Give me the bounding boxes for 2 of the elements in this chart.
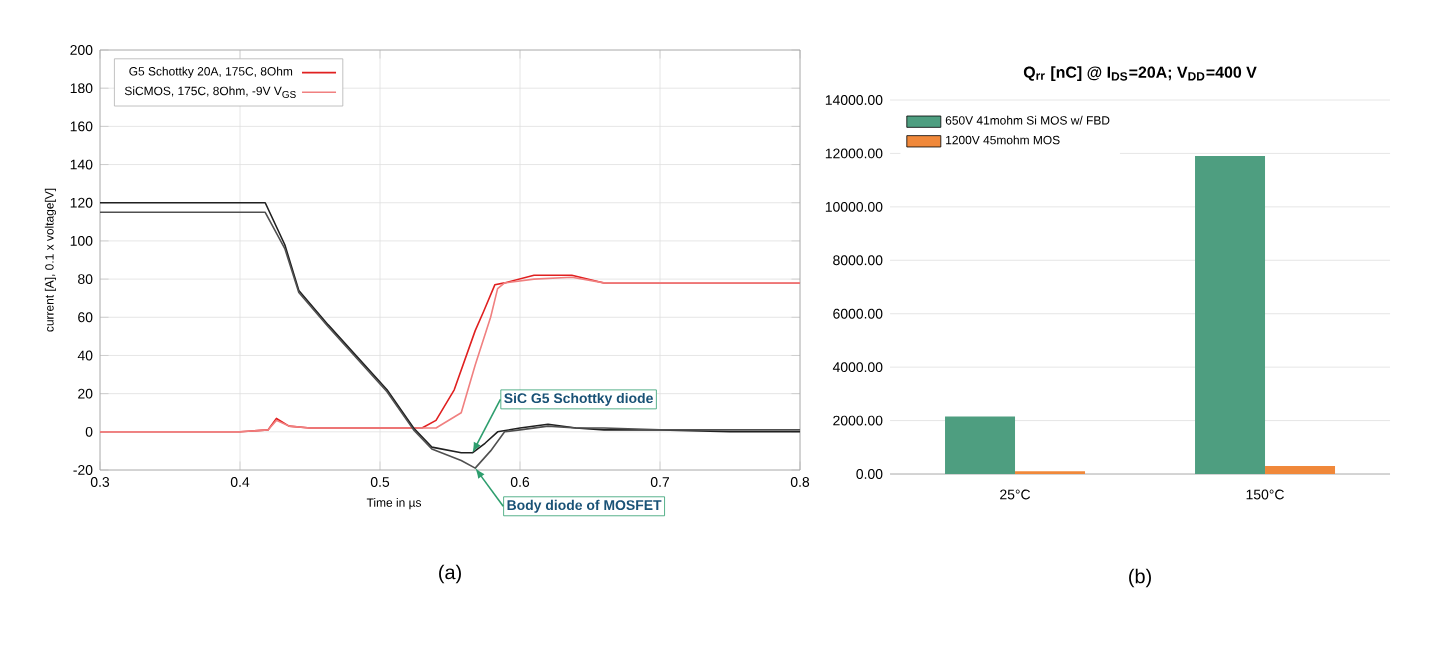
text: (b) <box>1129 568 1151 588</box>
text: (a) <box>439 564 461 584</box>
